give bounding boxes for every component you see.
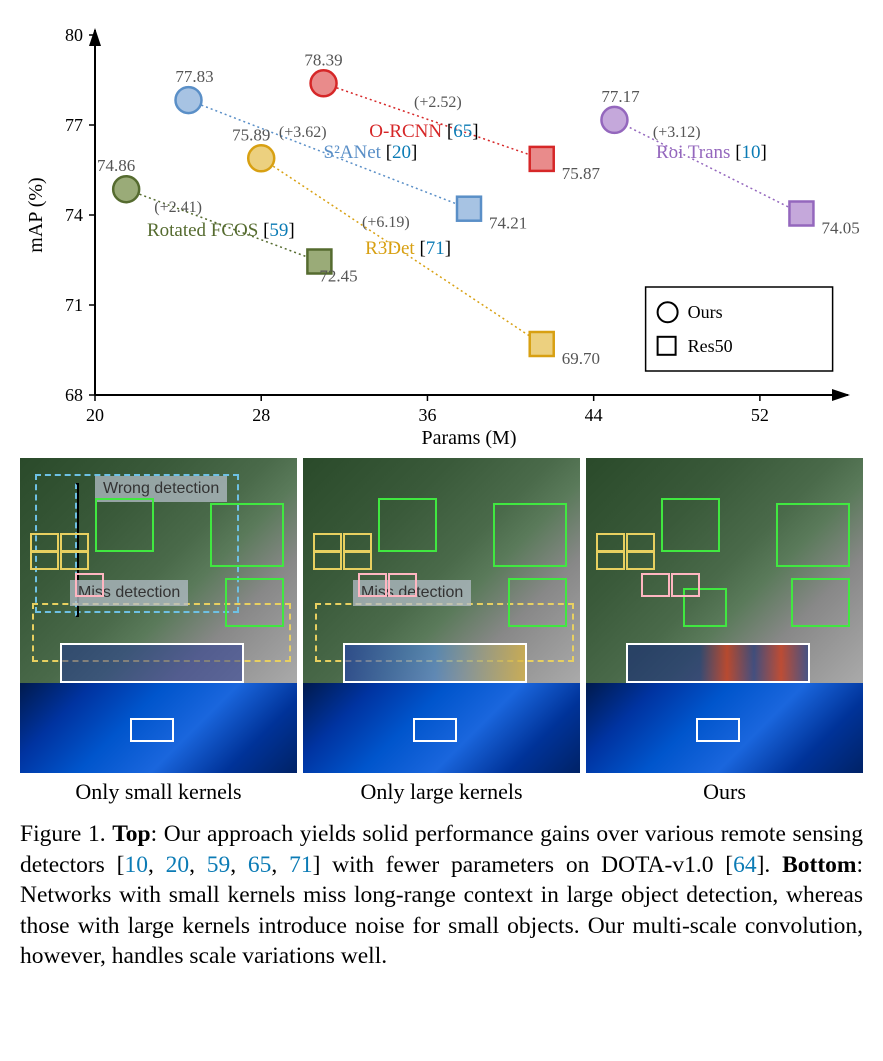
svg-text:(+3.62): (+3.62) <box>279 124 327 141</box>
comparison-images-row: Wrong detection Miss detection Only smal… <box>20 458 863 805</box>
svg-text:Rotated FCOS [59]: Rotated FCOS [59] <box>147 220 295 241</box>
bbox-green <box>776 503 850 567</box>
figure-container: 20 28 36 44 52 68 71 74 77 80 Params (M) mAP (%) 78.… <box>20 20 863 972</box>
svg-text:O-RCNN [65]: O-RCNN [65] <box>369 121 478 142</box>
bbox-green <box>508 578 567 627</box>
figure-caption: Figure 1. Top: Our approach yields solid… <box>20 819 863 972</box>
caption-top-bold: Top <box>112 821 150 847</box>
svg-text:75.87: 75.87 <box>562 164 601 183</box>
image-col-ours: Ours <box>586 458 863 805</box>
detection-image: Wrong detection Miss detection <box>20 458 297 683</box>
heatmap-zoom-inset <box>343 643 527 683</box>
svg-text:74.86: 74.86 <box>97 156 135 175</box>
svg-text:77.17: 77.17 <box>601 87 640 106</box>
svg-text:78.39: 78.39 <box>304 50 342 69</box>
heatmap-image <box>303 683 580 773</box>
detection-image <box>586 458 863 683</box>
svg-text:74: 74 <box>65 205 83 225</box>
caption-bottom-bold: Bottom <box>782 852 856 878</box>
svg-text:80: 80 <box>65 25 83 45</box>
svg-text:52: 52 <box>751 405 769 425</box>
image-caption: Ours <box>586 779 863 805</box>
bbox-green <box>225 578 284 627</box>
svg-text:44: 44 <box>585 405 603 425</box>
caption-top-text2: ] with fewer parameters on DOTA-v1.0 [ <box>313 852 734 878</box>
bbox-green <box>791 578 850 627</box>
bbox-green <box>661 498 720 552</box>
ref-link[interactable]: 64 <box>733 852 757 878</box>
svg-text:20: 20 <box>86 405 104 425</box>
svg-text:(+2.41): (+2.41) <box>154 199 202 216</box>
bbox-pink <box>388 573 417 597</box>
svg-text:Res50: Res50 <box>688 336 733 356</box>
svg-text:R3Det [71]: R3Det [71] <box>365 238 451 259</box>
heatmap-zoom-inset <box>60 643 244 683</box>
heatmap-zoom-inset <box>626 643 810 683</box>
heatmap-roi <box>696 718 740 742</box>
svg-text:75.89: 75.89 <box>232 125 270 144</box>
bbox-yellow <box>626 533 655 552</box>
caption-prefix: Figure 1. <box>20 821 112 847</box>
ref-link[interactable]: 20 <box>166 852 190 878</box>
detection-image: Miss detection <box>303 458 580 683</box>
svg-text:77: 77 <box>65 115 83 135</box>
bbox-yellow <box>596 551 625 570</box>
bbox-yellow <box>626 551 655 570</box>
bbox-yellow <box>313 533 342 552</box>
svg-text:72.45: 72.45 <box>319 267 357 286</box>
scatter-chart: 20 28 36 44 52 68 71 74 77 80 Params (M) mAP (%) 78.… <box>20 20 863 450</box>
bbox-pink <box>358 573 387 597</box>
image-caption: Only small kernels <box>20 779 297 805</box>
bbox-yellow <box>596 533 625 552</box>
ref-link[interactable]: 71 <box>289 852 313 878</box>
image-col-small-kernels: Wrong detection Miss detection Only smal… <box>20 458 297 805</box>
svg-text:36: 36 <box>418 405 436 425</box>
svg-text:Roi Trans [10]: Roi Trans [10] <box>656 142 767 163</box>
bbox-green <box>378 498 437 552</box>
bbox-yellow <box>343 533 372 552</box>
svg-text:74.21: 74.21 <box>489 214 527 233</box>
svg-text:71: 71 <box>65 295 83 315</box>
svg-text:(+2.52): (+2.52) <box>414 94 462 111</box>
heatmap-image <box>20 683 297 773</box>
bbox-green <box>210 503 284 567</box>
bbox-green <box>95 498 154 552</box>
bbox-green <box>493 503 567 567</box>
svg-text:Ours: Ours <box>688 302 723 322</box>
bbox-pink <box>75 573 104 597</box>
svg-text:69.70: 69.70 <box>562 349 600 368</box>
svg-text:68: 68 <box>65 385 83 405</box>
svg-text:(+6.19): (+6.19) <box>362 214 410 231</box>
svg-text:Params (M): Params (M) <box>422 427 517 449</box>
heatmap-roi <box>413 718 457 742</box>
ref-link[interactable]: 59 <box>207 852 231 878</box>
svg-text:S²ANet [20]: S²ANet [20] <box>324 142 418 163</box>
bbox-pink <box>671 573 700 597</box>
svg-text:28: 28 <box>252 405 270 425</box>
svg-text:mAP (%): mAP (%) <box>25 177 47 252</box>
bbox-yellow <box>313 551 342 570</box>
svg-text:(+3.12): (+3.12) <box>653 124 701 141</box>
image-caption: Only large kernels <box>303 779 580 805</box>
heatmap-roi <box>130 718 174 742</box>
bbox-yellow <box>30 533 59 552</box>
ref-link[interactable]: 10 <box>124 852 148 878</box>
bbox-yellow <box>343 551 372 570</box>
chart-svg: 20 28 36 44 52 68 71 74 77 80 Params (M) mAP (%) 78.… <box>20 20 863 450</box>
ref-link[interactable]: 65 <box>248 852 272 878</box>
caption-top-text3: ]. <box>757 852 782 878</box>
svg-text:74.05: 74.05 <box>821 219 859 238</box>
heatmap-image <box>586 683 863 773</box>
bbox-yellow <box>60 551 89 570</box>
bbox-pink <box>641 573 670 597</box>
image-col-large-kernels: Miss detection Only large kernels <box>303 458 580 805</box>
svg-text:77.83: 77.83 <box>175 67 213 86</box>
bbox-yellow <box>30 551 59 570</box>
bbox-yellow <box>60 533 89 552</box>
